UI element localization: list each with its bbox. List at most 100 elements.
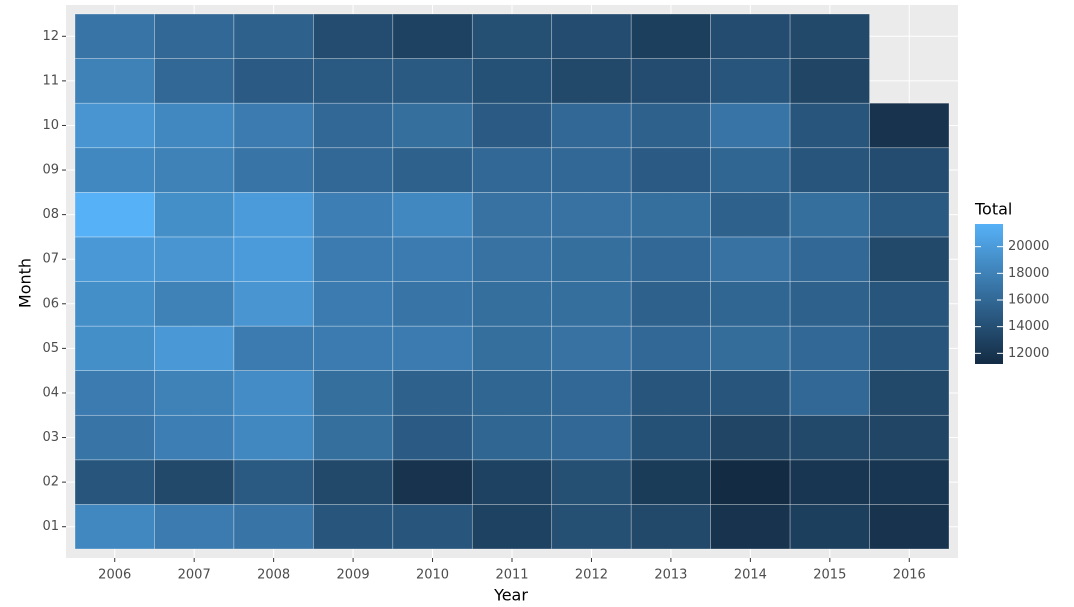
heatmap-cell <box>551 58 632 104</box>
heatmap-cell <box>471 192 553 238</box>
heatmap-cell <box>869 370 950 416</box>
heatmap-cell <box>74 147 155 193</box>
y-tick-label: 05 <box>42 341 59 356</box>
heatmap-cell <box>551 414 632 461</box>
heatmap-cell <box>233 325 314 371</box>
heatmap-cell <box>551 504 632 550</box>
heatmap-cell <box>710 504 791 550</box>
y-tick-label: 09 <box>42 163 59 178</box>
heatmap-cell <box>551 13 632 59</box>
heatmap-cell <box>392 236 473 282</box>
heatmap-cell <box>710 13 791 59</box>
heatmap-cell <box>154 147 235 193</box>
heatmap-cell <box>392 504 473 550</box>
heatmap-cell <box>551 236 632 282</box>
heatmap-cell <box>710 414 791 461</box>
heatmap-cell <box>154 370 235 416</box>
heatmap-cell <box>392 58 473 104</box>
heatmap-cell <box>471 281 553 327</box>
heatmap-cell <box>630 147 711 193</box>
y-tick-label: 07 <box>42 252 59 267</box>
heatmap-cell <box>74 459 155 505</box>
heatmap-cell <box>313 102 394 149</box>
heatmap-cell <box>471 459 553 505</box>
heatmap-cell <box>710 370 791 416</box>
heatmap-cell <box>710 459 791 505</box>
y-tick-label: 04 <box>42 385 59 400</box>
heatmap-cell <box>630 236 711 282</box>
heatmap-cell <box>551 281 632 327</box>
heatmap-cell <box>630 325 711 371</box>
colorbar-label: 12000 <box>1008 346 1049 361</box>
colorbar <box>975 224 1003 364</box>
heatmap-cell <box>233 13 314 59</box>
heatmap-cell <box>154 325 235 371</box>
heatmap-cell <box>869 504 950 550</box>
heatmap-cell <box>74 370 155 416</box>
heatmap-cell <box>74 504 155 550</box>
heatmap-cell <box>789 13 870 59</box>
heatmap-cell <box>789 281 870 327</box>
y-tick-label: 03 <box>42 430 59 445</box>
legend-title: Total <box>974 200 1012 219</box>
x-tick-label: 2011 <box>495 568 528 583</box>
y-tick-label: 02 <box>42 475 59 490</box>
heatmap-cell <box>789 504 870 550</box>
heatmap-cell <box>551 192 632 238</box>
x-tick-label: 2009 <box>337 568 370 583</box>
heatmap-cell <box>471 236 553 282</box>
heatmap-cell <box>233 370 314 416</box>
heatmap-cell <box>630 102 711 149</box>
heatmap-cell <box>392 102 473 149</box>
heatmap-cell <box>313 459 394 505</box>
heatmap-cell <box>74 102 155 149</box>
x-tick-label: 2016 <box>893 568 926 583</box>
heatmap-cell <box>789 236 870 282</box>
heatmap-cell <box>313 236 394 282</box>
colorbar-label: 18000 <box>1008 266 1049 281</box>
heatmap-cell <box>313 325 394 371</box>
heatmap-cell <box>471 504 553 550</box>
heatmap-cell <box>233 414 314 461</box>
heatmap-cell <box>710 147 791 193</box>
heatmap-cell <box>471 13 553 59</box>
y-tick-label: 08 <box>42 207 59 222</box>
heatmap-cell <box>392 370 473 416</box>
colorbar-label: 16000 <box>1008 293 1049 308</box>
heatmap-cell <box>233 504 314 550</box>
heatmap-cell <box>551 370 632 416</box>
heatmap-cell <box>789 325 870 371</box>
heatmap-cell <box>233 281 314 327</box>
y-tick-label: 06 <box>42 296 59 311</box>
heatmap-cell <box>313 58 394 104</box>
heatmap-cell <box>789 192 870 238</box>
y-axis-title: Month <box>16 258 35 308</box>
heatmap-cell <box>313 281 394 327</box>
y-tick-label: 10 <box>42 118 59 133</box>
heatmap-cell <box>869 147 950 193</box>
x-tick-label: 2006 <box>98 568 131 583</box>
x-tick-label: 2010 <box>416 568 449 583</box>
heatmap-cell <box>630 414 711 461</box>
heatmap-cell <box>392 13 473 59</box>
heatmap-cell <box>154 58 235 104</box>
heatmap-cell <box>869 236 950 282</box>
heatmap-cell <box>710 236 791 282</box>
heatmap-cell <box>710 325 791 371</box>
heatmap-cell <box>313 192 394 238</box>
heatmap-cell <box>471 325 553 371</box>
heatmap-cell <box>313 370 394 416</box>
x-tick-label: 2007 <box>178 568 211 583</box>
colorbar-label: 14000 <box>1008 319 1049 334</box>
heatmap-cell <box>630 459 711 505</box>
heatmap-cell <box>392 192 473 238</box>
x-tick-label: 2008 <box>257 568 290 583</box>
y-tick-label: 11 <box>42 73 59 88</box>
heatmap-cell <box>74 281 155 327</box>
heatmap-cell <box>710 102 791 149</box>
heatmap-cell <box>551 325 632 371</box>
heatmap-cell <box>392 414 473 461</box>
heatmap-cell <box>154 414 235 461</box>
heatmap-cell <box>471 147 553 193</box>
